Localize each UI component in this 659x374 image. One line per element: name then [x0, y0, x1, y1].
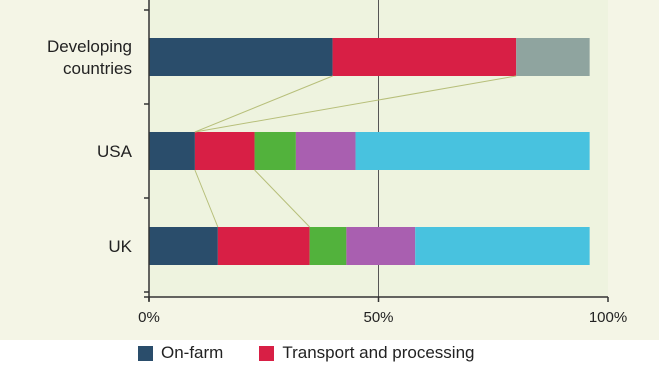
legend-label-transport: Transport and processing: [282, 343, 475, 362]
x-tick-label: 50%: [363, 309, 393, 326]
category-label: countries: [63, 59, 132, 78]
x-tick-label: 0%: [138, 309, 160, 326]
bar-segment-s4-2: [346, 227, 416, 265]
x-tick-label: 100%: [589, 309, 627, 326]
legend-background: [0, 340, 659, 369]
legend-item-transport: Transport and processing: [259, 343, 474, 363]
bar-segment-s0-0: [149, 38, 333, 76]
legend-item-on-farm: On-farm: [138, 343, 223, 363]
bar-segment-s5-1: [355, 132, 590, 170]
bar-segment-s1-0: [332, 38, 517, 76]
bar-segment-s4-1: [295, 132, 356, 170]
category-label: Developing: [47, 37, 132, 56]
bar-segment-s3-1: [254, 132, 296, 170]
connector-line: [194, 75, 333, 133]
bar-segment-s0-1: [149, 132, 195, 170]
connector-line: [194, 169, 219, 228]
legend: On-farm Transport and processing: [138, 343, 474, 363]
bar-segment-s1-2: [217, 227, 310, 265]
bar-segment-s2-0: [516, 38, 590, 76]
legend-swatch-transport: [259, 345, 275, 361]
bar-segment-s5-2: [415, 227, 590, 265]
category-label: UK: [108, 237, 132, 256]
connector-line: [194, 75, 517, 133]
legend-swatch-on-farm: [138, 345, 153, 361]
bar-segment-s3-2: [309, 227, 347, 265]
legend-label-on-farm: On-farm: [161, 343, 224, 362]
connector-line: [254, 169, 311, 228]
bar-segment-s1-1: [194, 132, 255, 170]
bar-segment-s0-2: [149, 227, 218, 265]
category-label: USA: [97, 142, 133, 161]
